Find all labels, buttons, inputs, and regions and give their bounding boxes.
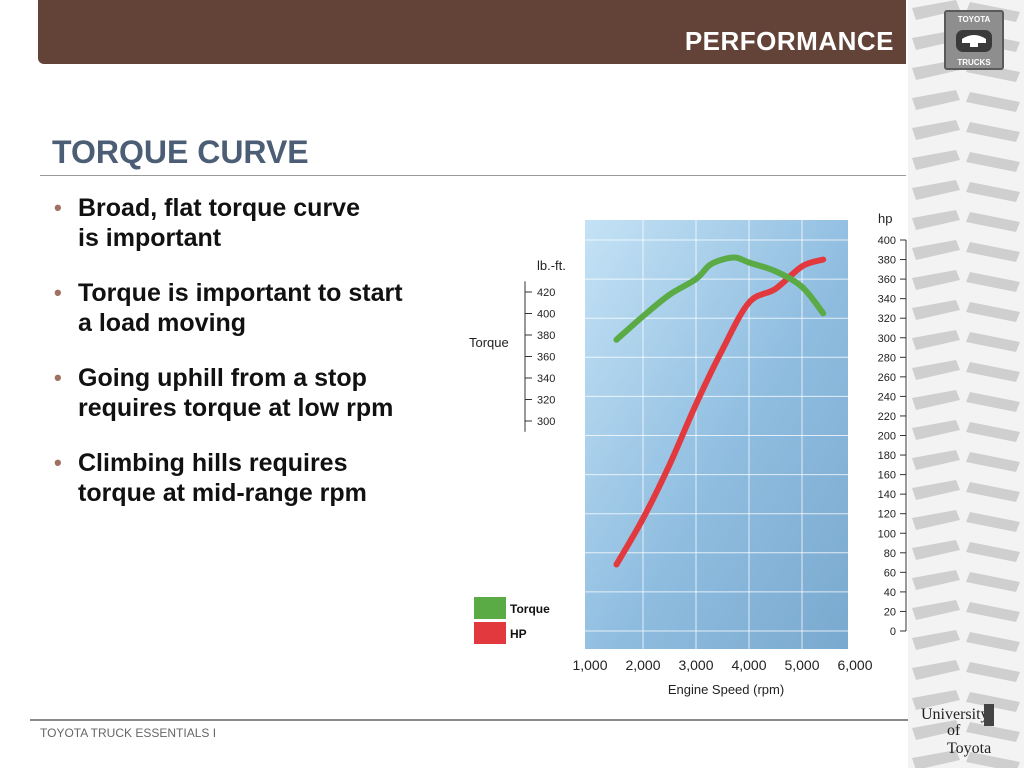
right-axis-tick-label: 280 [878, 352, 896, 364]
footer-text: TOYOTA TRUCK ESSENTIALS I [40, 726, 217, 740]
bullet-item: Climbing hills requires torque at mid-ra… [52, 448, 462, 508]
left-axis-tick-label: 400 [537, 309, 555, 321]
bullet-line: Broad, flat torque curve [78, 194, 360, 222]
left-axis-tick-label: 340 [537, 373, 555, 385]
right-axis-tick-label: 380 [878, 255, 896, 267]
right-axis-tick-label: 140 [878, 489, 896, 501]
right-axis-tick-label: 300 [878, 333, 896, 345]
torii-gate-icon [984, 704, 994, 726]
left-axis: 300 320 340 360 380 400 420 lb.-ft. Torque [469, 258, 566, 432]
bullet-line: is important [78, 224, 222, 252]
right-axis-tick-label: 40 [884, 587, 896, 599]
left-axis-tick-label: 380 [537, 330, 555, 342]
bullet-line: Climbing hills requires [78, 449, 348, 477]
right-axis-tick-label: 200 [878, 431, 896, 443]
x-axis-tick-label: 6,000 [837, 657, 872, 673]
bullet-item: Going uphill from a stop requires torque… [52, 363, 462, 423]
bullet-item: Broad, flat torque curve is important [52, 193, 462, 253]
logo-bottom-text: TRUCKS [957, 58, 991, 67]
brand-line-2: of Toyota [947, 722, 992, 757]
x-axis-tick-label: 1,000 [572, 657, 607, 673]
bullet-line: a load moving [78, 309, 247, 337]
x-axis-tick-label: 2,000 [625, 657, 660, 673]
torque-hp-chart: 300 320 340 360 380 400 420 lb.-ft. Torque 0 20 40… [469, 211, 907, 697]
left-axis-tick-label: 360 [537, 352, 555, 364]
section-title: PERFORMANCE [684, 26, 894, 56]
left-axis-unit: lb.-ft. [537, 258, 566, 273]
legend: Torque HP [474, 597, 550, 644]
x-axis-label: Engine Speed (rpm) [668, 682, 784, 697]
left-axis-tick-label: 420 [537, 287, 555, 299]
x-axis-tick-label: 5,000 [784, 657, 819, 673]
legend-label-hp: HP [510, 627, 527, 641]
legend-swatch-torque [474, 597, 506, 619]
legend-label-torque: Torque [510, 602, 550, 616]
right-axis-tick-label: 0 [890, 626, 896, 638]
bullet-line: requires torque at low rpm [78, 394, 394, 422]
x-axis: 1,000 2,000 3,000 4,000 5,000 6,000 Engine Spe… [572, 657, 872, 697]
right-axis-tick-label: 180 [878, 450, 896, 462]
bullet-line: Going uphill from a stop [78, 364, 367, 392]
right-axis-tick-label: 160 [878, 470, 896, 482]
right-axis-tick-label: 220 [878, 411, 896, 423]
grid [585, 220, 848, 649]
right-axis-tick-label: 100 [878, 528, 896, 540]
right-axis-tick-label: 120 [878, 509, 896, 521]
x-axis-tick-label: 3,000 [678, 657, 713, 673]
left-axis-tick-label: 320 [537, 395, 555, 407]
bullet-list: Broad, flat torque curve is important To… [52, 193, 462, 533]
toyota-trucks-logo: TOYOTA TRUCKS [944, 10, 1004, 70]
right-axis-tick-label: 400 [878, 235, 896, 247]
bullet-line: Torque is important to start [78, 279, 403, 307]
truck-badge-icon [956, 30, 992, 52]
bullet-item: Torque is important to start a load movi… [52, 278, 462, 338]
university-of-toyota-logo: University of Toyota [921, 704, 1007, 757]
brand-line-1: University [921, 706, 989, 723]
slide-title: TORQUE CURVE [52, 134, 309, 170]
bullet-line: torque at mid-range rpm [78, 479, 367, 507]
right-axis-unit: hp [878, 211, 892, 226]
series-line-hp [613, 256, 827, 568]
left-axis-label: Torque [469, 335, 509, 350]
right-axis-tick-label: 360 [878, 274, 896, 286]
header-bar: PERFORMANCE [38, 0, 906, 64]
footer-divider [30, 719, 908, 721]
x-axis-tick-label: 4,000 [731, 657, 766, 673]
right-axis-tick-label: 340 [878, 294, 896, 306]
legend-swatch-hp [474, 622, 506, 644]
right-axis-tick-label: 240 [878, 391, 896, 403]
title-divider [40, 175, 906, 176]
right-axis-tick-label: 20 [884, 606, 896, 618]
series [613, 254, 827, 568]
right-axis: 0 20 40 60 80 100 120 140 160 180 200 220 240 260 280 3… [878, 211, 907, 638]
left-axis-tick-label: 300 [537, 416, 555, 428]
right-axis-tick-label: 320 [878, 313, 896, 325]
series-line-torque [613, 254, 827, 343]
right-axis-tick-label: 60 [884, 567, 896, 579]
plot-area [585, 220, 848, 649]
right-axis-tick-label: 260 [878, 372, 896, 384]
tire-tread-decoration [908, 0, 1024, 768]
logo-top-text: TOYOTA [957, 15, 991, 24]
right-axis-tick-label: 80 [884, 548, 896, 560]
